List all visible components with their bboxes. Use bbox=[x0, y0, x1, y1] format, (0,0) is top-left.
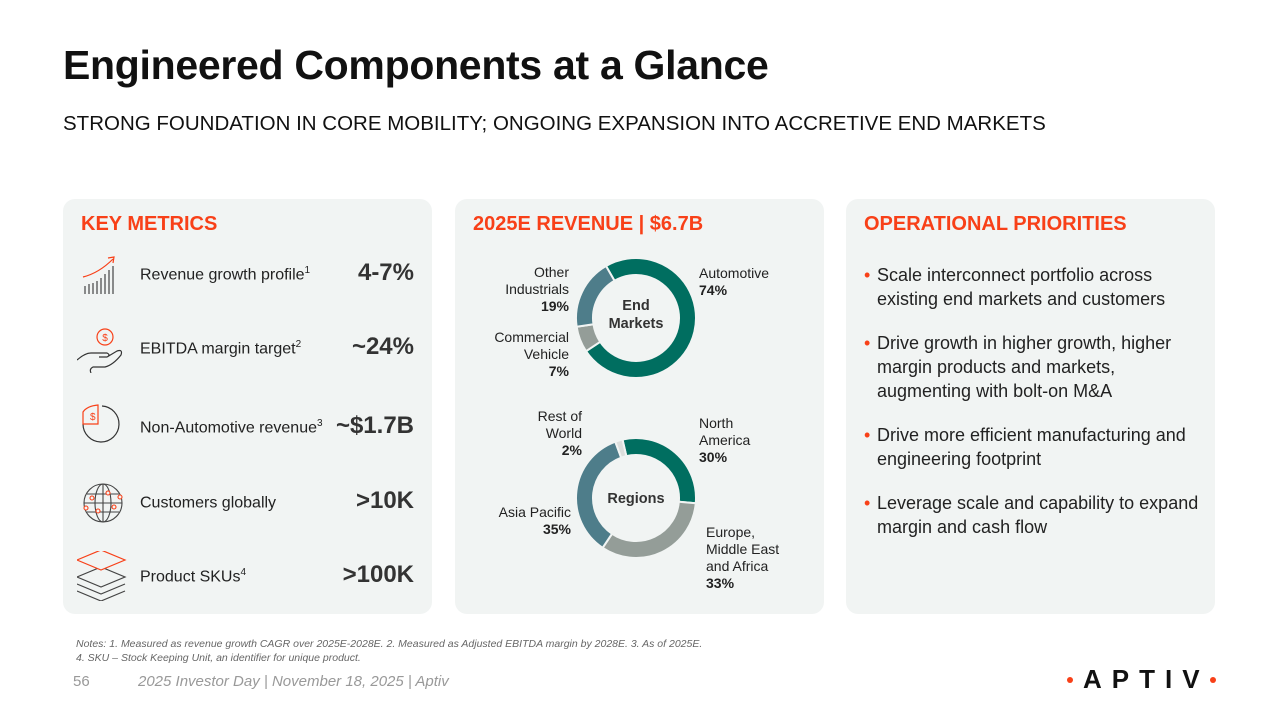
svg-text:$: $ bbox=[90, 412, 96, 423]
growth-chart-icon bbox=[82, 256, 115, 294]
donut-slice-europe-middle-east-and-africa bbox=[601, 500, 697, 559]
metric-label: Customers globally bbox=[140, 494, 277, 512]
logo-dot bbox=[1210, 677, 1216, 683]
metric-value: >100K bbox=[342, 561, 414, 588]
key-metrics-panel: KEY METRICS Revenue growth profile1 4-7%… bbox=[63, 199, 432, 614]
footer-text: 2025 Investor Day | November 18, 2025 | … bbox=[138, 673, 449, 690]
priority-item: Drive growth in higher growth, higher ma… bbox=[864, 331, 1204, 403]
layers-icon bbox=[77, 551, 127, 601]
footnote-ref: 1 bbox=[304, 265, 311, 276]
donut-slice-other-industrials bbox=[575, 264, 616, 328]
slice-label: Asia Pacific bbox=[498, 504, 571, 520]
hand-coin-icon: $ bbox=[77, 328, 123, 373]
footnote-ref: 2 bbox=[295, 339, 302, 350]
donut-slice-automotive bbox=[584, 257, 697, 379]
metric-label: Revenue growth profile bbox=[140, 266, 305, 284]
slice-label: World bbox=[545, 425, 582, 441]
chart-center-label: Markets bbox=[608, 316, 664, 332]
metric-value: ~24% bbox=[351, 333, 414, 360]
logo-dot bbox=[1067, 677, 1073, 683]
metric-row: Product SKUs4 >100K bbox=[63, 551, 432, 601]
slice-value: 7% bbox=[548, 363, 569, 379]
aptiv-logo: APTIV bbox=[1083, 664, 1210, 694]
metric-row: Revenue growth profile1 4-7% bbox=[63, 249, 432, 299]
page-number: 56 bbox=[73, 673, 90, 690]
slice-value: 33% bbox=[706, 575, 735, 591]
notes-line: 4. SKU – Stock Keeping Unit, an identifi… bbox=[76, 652, 361, 664]
slice-label: Rest of bbox=[537, 408, 582, 424]
footnote-ref: 4 bbox=[240, 567, 247, 578]
revenue-donut-charts bbox=[575, 257, 697, 559]
metric-value: ~$1.7B bbox=[335, 412, 414, 439]
globe-icon bbox=[83, 483, 123, 523]
revenue-heading: 2025E REVENUE | $6.7B bbox=[473, 213, 704, 235]
metric-value: >10K bbox=[355, 487, 414, 514]
metric-label: EBITDA margin target bbox=[140, 340, 296, 358]
priorities-panel: OPERATIONAL PRIORITIES Scale interconnec… bbox=[846, 199, 1215, 614]
priorities-heading: OPERATIONAL PRIORITIES bbox=[864, 213, 1127, 235]
metric-row: $ Non-Automotive revenue3 ~$1.7B bbox=[63, 402, 432, 452]
chart-center-label: Regions bbox=[607, 491, 665, 507]
footnote-ref: 3 bbox=[316, 418, 323, 429]
slice-value: 19% bbox=[540, 298, 569, 314]
revenue-panel: 2025E REVENUE | $6.7B End Markets Regions… bbox=[455, 199, 824, 614]
donut-slice-rest-of-world bbox=[613, 438, 628, 459]
slice-label: Automotive bbox=[699, 265, 770, 281]
slice-label: Middle East bbox=[706, 541, 780, 557]
slice-label: America bbox=[699, 432, 751, 448]
slice-label: Vehicle bbox=[523, 346, 569, 362]
priority-item: Leverage scale and capability to expand … bbox=[864, 491, 1204, 539]
page-title: Engineered Components at a Glance bbox=[63, 42, 769, 88]
pie-dollar-icon: $ bbox=[82, 404, 120, 443]
slice-label: Industrials bbox=[505, 281, 569, 297]
metric-label: Product SKUs bbox=[140, 568, 241, 586]
metric-row: Customers globally >10K bbox=[63, 477, 432, 527]
slice-label: Commercial bbox=[494, 329, 569, 345]
slice-value: 35% bbox=[542, 521, 571, 537]
slice-label: Other bbox=[533, 264, 569, 280]
chart-center-label: End bbox=[622, 298, 650, 314]
metric-label: Non-Automotive revenue bbox=[140, 419, 317, 437]
priority-item: Scale interconnect portfolio across exis… bbox=[864, 263, 1204, 311]
slice-label: North bbox=[699, 415, 734, 431]
metric-row: $ EBITDA margin target2 ~24% bbox=[63, 323, 432, 373]
slice-value: 30% bbox=[699, 449, 728, 465]
slice-label: Europe, bbox=[706, 524, 756, 540]
slice-value: 2% bbox=[561, 442, 582, 458]
priority-item: Drive more efficient manufacturing and e… bbox=[864, 423, 1204, 471]
notes-line: Notes: 1. Measured as revenue growth CAG… bbox=[76, 638, 703, 650]
metric-value: 4-7% bbox=[357, 259, 414, 286]
slice-label: and Africa bbox=[706, 558, 769, 574]
key-metrics-heading: KEY METRICS bbox=[81, 213, 218, 235]
slice-value: 74% bbox=[699, 282, 728, 298]
page-subtitle: STRONG FOUNDATION IN CORE MOBILITY; ONGO… bbox=[63, 112, 1046, 135]
svg-text:$: $ bbox=[102, 333, 108, 344]
